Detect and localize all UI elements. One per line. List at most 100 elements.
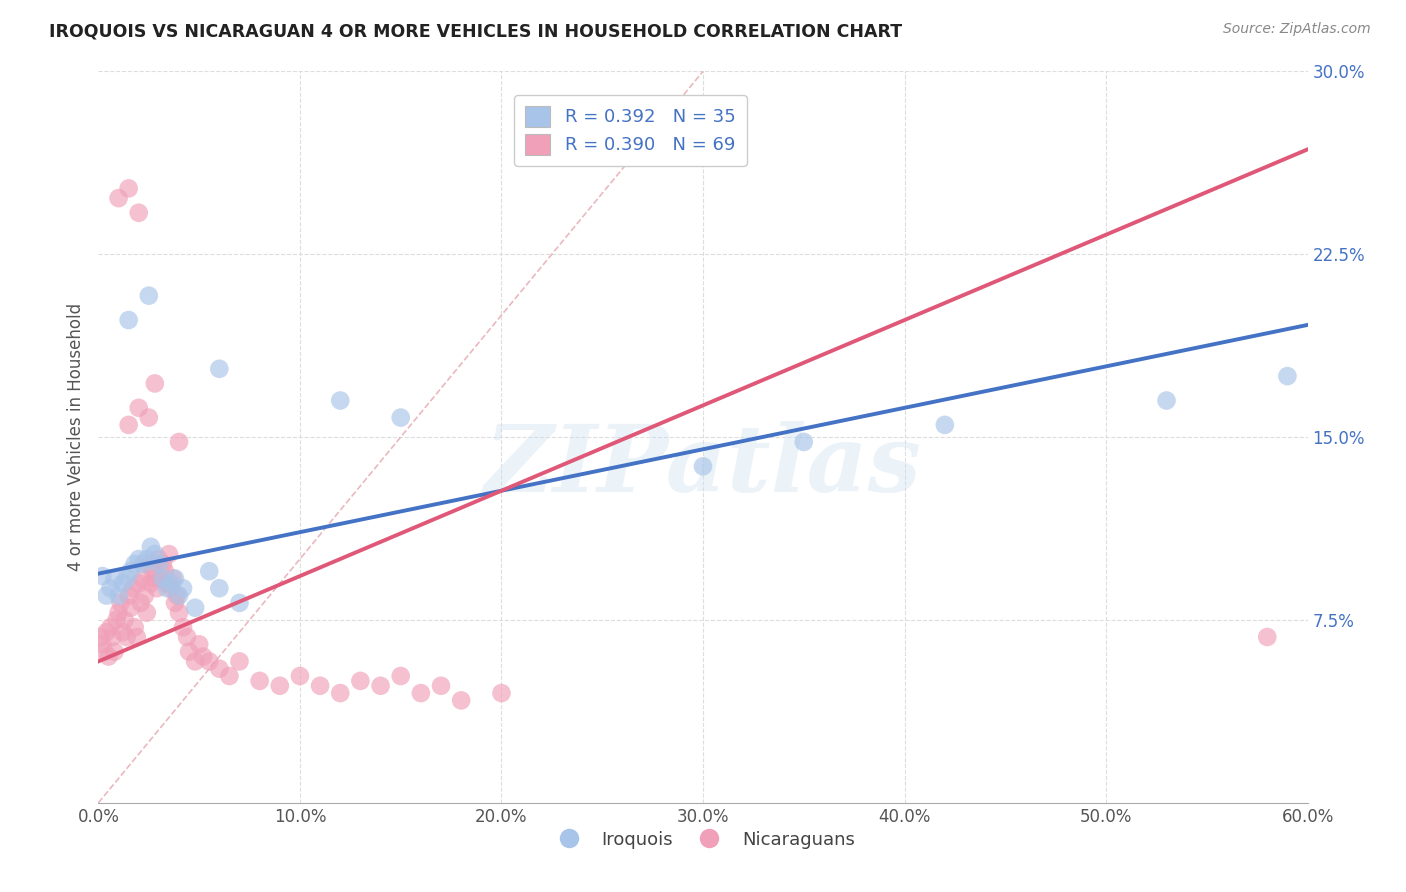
Point <box>128 552 150 566</box>
Point <box>329 686 352 700</box>
Point <box>329 393 352 408</box>
Point <box>110 596 132 610</box>
Point <box>218 669 240 683</box>
Point <box>143 376 166 391</box>
Point <box>370 679 392 693</box>
Point <box>139 540 162 554</box>
Point <box>491 686 513 700</box>
Point <box>111 625 134 640</box>
Point <box>157 547 180 561</box>
Point <box>934 417 956 432</box>
Point <box>114 613 136 627</box>
Point <box>163 572 186 586</box>
Point <box>1156 393 1178 408</box>
Point <box>152 557 174 571</box>
Point <box>228 596 250 610</box>
Point <box>193 649 215 664</box>
Point <box>111 576 134 591</box>
Point <box>121 581 143 595</box>
Point <box>163 596 186 610</box>
Point <box>184 600 207 615</box>
Point <box>96 589 118 603</box>
Point <box>103 645 125 659</box>
Point <box>120 564 142 578</box>
Point <box>450 693 472 707</box>
Point <box>184 654 207 668</box>
Point <box>198 564 221 578</box>
Point <box>793 434 815 449</box>
Point <box>96 625 118 640</box>
Point <box>91 637 114 651</box>
Point <box>160 576 183 591</box>
Point <box>128 206 150 220</box>
Point <box>156 576 179 591</box>
Point <box>118 181 141 195</box>
Point <box>107 191 129 205</box>
Point <box>91 569 114 583</box>
Point <box>132 572 155 586</box>
Point <box>135 552 157 566</box>
Point <box>249 673 271 688</box>
Point <box>1256 630 1278 644</box>
Point <box>208 662 231 676</box>
Point <box>143 572 166 586</box>
Point <box>107 606 129 620</box>
Point <box>120 600 142 615</box>
Point <box>172 620 194 634</box>
Point <box>107 589 129 603</box>
Point <box>152 572 174 586</box>
Point <box>148 557 170 571</box>
Point <box>89 630 111 644</box>
Point <box>100 620 122 634</box>
Point <box>118 589 141 603</box>
Y-axis label: 4 or more Vehicles in Household: 4 or more Vehicles in Household <box>66 303 84 571</box>
Point <box>103 572 125 586</box>
Point <box>228 654 250 668</box>
Point <box>93 645 115 659</box>
Point <box>156 581 179 595</box>
Point <box>389 410 412 425</box>
Point <box>430 679 453 693</box>
Point <box>124 620 146 634</box>
Point <box>153 564 176 578</box>
Point <box>166 589 188 603</box>
Point <box>132 557 155 571</box>
Point <box>115 572 138 586</box>
Point <box>208 581 231 595</box>
Point <box>101 630 124 644</box>
Point <box>143 547 166 561</box>
Text: ZIPatlas: ZIPatlas <box>485 421 921 511</box>
Point <box>105 613 128 627</box>
Point <box>1277 369 1299 384</box>
Point <box>167 434 190 449</box>
Point <box>129 596 152 610</box>
Point <box>148 552 170 566</box>
Point <box>269 679 291 693</box>
Point <box>125 630 148 644</box>
Point <box>118 417 141 432</box>
Point <box>138 288 160 302</box>
Point <box>309 679 332 693</box>
Text: Source: ZipAtlas.com: Source: ZipAtlas.com <box>1223 22 1371 37</box>
Point <box>179 645 201 659</box>
Point <box>115 630 138 644</box>
Point <box>160 581 183 595</box>
Point <box>188 637 211 651</box>
Point <box>288 669 311 683</box>
Point <box>149 572 172 586</box>
Point <box>198 654 221 668</box>
Point <box>208 361 231 376</box>
Point <box>389 669 412 683</box>
Point <box>146 581 169 595</box>
Point <box>135 606 157 620</box>
Point <box>100 581 122 595</box>
Point <box>134 589 156 603</box>
Point <box>167 606 190 620</box>
Point <box>118 313 141 327</box>
Point <box>128 401 150 415</box>
Point <box>139 576 162 591</box>
Point <box>138 557 160 571</box>
Point <box>176 630 198 644</box>
Point <box>692 459 714 474</box>
Point <box>124 557 146 571</box>
